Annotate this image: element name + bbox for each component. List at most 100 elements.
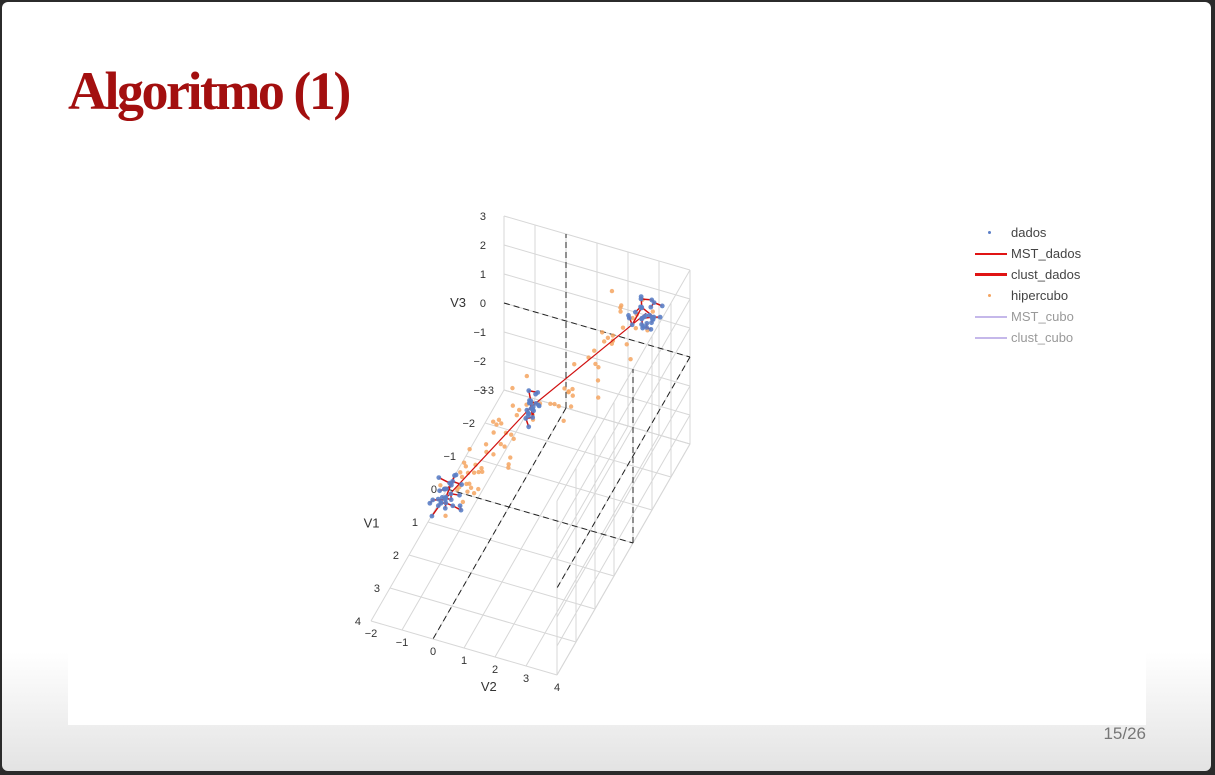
data-point [650,316,655,322]
grid-line [556,443,691,676]
data-point [648,304,654,310]
hipercubo-point [609,288,615,294]
legend-item-clust-dados[interactable]: clust_dados [973,264,1081,285]
hipercubo-point [524,373,530,379]
data-point [659,303,665,309]
hipercubo-point [562,386,567,391]
data-point [638,296,644,302]
x-tick-label: −2 [462,418,475,430]
hipercubo-point [443,513,448,519]
grid-line [525,434,660,667]
legend-item-dados[interactable]: dados [973,222,1081,243]
hipercubo-point [496,417,502,423]
hipercubo-point [593,361,598,367]
data-points [427,294,665,519]
hipercubo-point [509,432,514,437]
grid-line [556,327,691,560]
hipercubo-point [620,325,626,330]
data-point [526,400,532,406]
hipercubo-point [514,413,520,418]
x-tick-label: 4 [355,616,361,628]
z-tick-label: 2 [480,240,486,252]
scatter3d-plot[interactable]: −3 −2 −1 0 1 2 3 4 −2 −1 0 1 2 3 4 −3 −2 −1 0 1 2 3 V1 V2 V3 [68,172,1146,725]
z-tick-label: 3 [480,211,486,223]
grid-line [556,269,691,502]
hipercubo-point [491,430,496,435]
data-point [647,312,652,318]
hipercubo-point [570,386,575,392]
legend-symbol [973,222,1011,243]
data-point [644,320,650,326]
x-tick-label: 0 [431,484,437,496]
legend-symbol [973,306,1011,327]
legend-item-hipercubo[interactable]: hipercubo [973,285,1081,306]
legend-label: clust_cubo [1011,330,1074,345]
y-tick-label: 2 [492,664,498,676]
hipercubo-point [479,465,484,471]
data-point [430,497,436,503]
z-tick-label: −3 [473,385,486,397]
hipercubo-point [572,362,577,367]
data-point [536,403,542,409]
grid-line [503,389,691,445]
hipercubo-point [499,421,504,426]
hipercubo-point [494,422,499,427]
data-point [427,500,433,506]
data-point [450,478,456,484]
z-tick-label: −2 [473,356,486,368]
x-tick-label: 2 [393,550,399,562]
hipercubo-point [568,404,574,409]
hipercubo-point [592,348,597,353]
data-point [526,424,532,430]
z-tick-label: −1 [473,327,486,339]
hipercubo-point [561,418,566,424]
data-point [435,496,441,502]
legend-symbol [973,327,1011,348]
data-point [657,314,663,320]
legend-label: hipercubo [1011,288,1069,303]
hipercubo-point [465,489,470,494]
z-axis-label: V3 [450,295,466,310]
grid-line [556,414,691,647]
hipercubo-point [461,460,467,465]
zero-line [446,488,634,544]
grid-line [556,385,691,618]
hipercubo-point [506,462,511,467]
hipercubo-point [595,378,601,383]
hipercubo-point [633,325,638,331]
grid-line [503,360,691,416]
hipercubo-point [502,444,507,449]
data-point [649,320,654,326]
data-point [526,388,532,394]
x-axis-label: V1 [364,516,380,531]
legend-label: dados [1011,225,1047,240]
legend-symbol [973,285,1011,306]
data-point [632,309,638,315]
hipercubo-point [467,446,472,452]
hipercubo-point [480,469,485,475]
data-point [643,313,649,319]
hipercubo-point [460,499,466,505]
legend-symbol [973,264,1011,285]
y-tick-label: 0 [430,646,436,658]
data-point [436,475,442,481]
hipercubo-point [458,470,463,475]
grid-lines [370,215,691,676]
data-point [450,503,456,509]
legend-item-clust-cubo[interactable]: clust_cubo [973,327,1081,348]
data-point [533,391,539,397]
hipercubo-point [506,465,511,470]
legend-item-mst-cubo[interactable]: MST_cubo [973,306,1081,327]
legend-item-mst-dados[interactable]: MST_dados [973,243,1081,264]
y-tick-label: −1 [396,637,409,649]
hipercubo-point [596,395,601,400]
mst-edge-long [446,406,532,498]
data-point [443,494,449,500]
zero-line [556,356,691,589]
y-axis-label: V2 [481,679,497,694]
legend: dados MST_dados clust_dados hipercubo MS… [973,222,1081,348]
data-point [530,415,536,420]
grid-line [503,244,691,300]
hipercubo-point [508,455,513,460]
